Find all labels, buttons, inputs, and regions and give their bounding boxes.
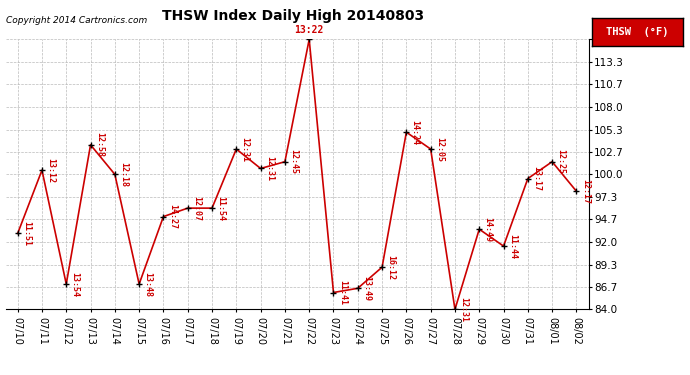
- Text: 14:49: 14:49: [484, 217, 493, 242]
- Text: THSW Index Daily High 20140803: THSW Index Daily High 20140803: [162, 9, 424, 23]
- Text: 11:51: 11:51: [22, 221, 31, 246]
- Text: 12:58: 12:58: [95, 132, 104, 158]
- Text: 12:31: 12:31: [265, 156, 274, 181]
- Text: 12:25: 12:25: [557, 149, 566, 174]
- Text: 13:22: 13:22: [295, 25, 324, 35]
- Text: 12:18: 12:18: [119, 162, 128, 187]
- Text: 12:45: 12:45: [289, 149, 298, 174]
- Text: 14:24: 14:24: [411, 120, 420, 145]
- Text: 12:17: 12:17: [581, 179, 590, 204]
- Text: 11:54: 11:54: [217, 196, 226, 220]
- Text: 14:27: 14:27: [168, 204, 177, 229]
- Text: 13:12: 13:12: [46, 158, 55, 183]
- Text: 16:12: 16:12: [386, 255, 395, 280]
- Text: 13:54: 13:54: [70, 272, 79, 297]
- Text: 12:07: 12:07: [192, 196, 201, 220]
- Text: 12:31: 12:31: [460, 297, 469, 322]
- Text: 13:48: 13:48: [144, 272, 152, 297]
- Text: 12:31: 12:31: [241, 136, 250, 162]
- Text: 11:44: 11:44: [508, 234, 517, 259]
- Text: 12:05: 12:05: [435, 136, 444, 162]
- Text: 13:17: 13:17: [532, 166, 541, 191]
- Text: 13:49: 13:49: [362, 276, 371, 301]
- Text: THSW  (°F): THSW (°F): [607, 27, 669, 37]
- Text: 11:41: 11:41: [338, 280, 347, 305]
- Text: Copyright 2014 Cartronics.com: Copyright 2014 Cartronics.com: [6, 16, 147, 25]
